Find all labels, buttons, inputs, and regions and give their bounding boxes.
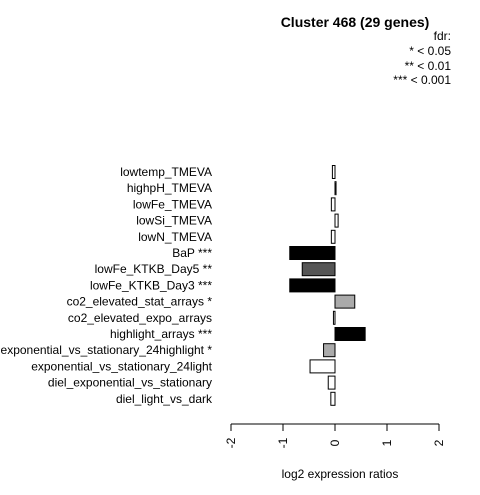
x-tick-label: -1 [276,437,290,448]
bar [330,197,336,212]
bar [330,229,336,244]
category-label: diel_light_vs_dark [116,392,213,406]
x-tick-label: -2 [224,437,238,448]
legend: fdr: * < 0.05 ** < 0.01 *** < 0.001 [393,29,451,87]
bar [332,310,336,325]
bar [289,278,336,293]
legend-entry: ** < 0.01 [405,59,452,73]
legend-entry: *** < 0.001 [393,73,451,87]
category-label: exponential_vs_stationary_24light [31,359,212,373]
legend-title: fdr: [434,29,451,43]
category-label: lowFe_KTKB_Day5 ** [95,262,213,276]
category-label: lowSi_TMEVA [136,214,212,228]
bar [289,246,336,260]
x-tick-label: 1 [380,439,394,446]
bar [309,359,336,374]
x-axis: -2 -1 0 1 2 [224,423,446,448]
category-label: highpH_TMEVA [127,181,212,195]
category-label: lowtemp_TMEVA [120,165,212,179]
category-label: lowN_TMEVA [138,230,212,244]
x-tick-label: 0 [328,439,342,446]
bar [334,327,366,341]
bar [334,213,339,228]
bar [327,375,336,390]
bar [334,181,337,196]
x-tick-label: 2 [432,439,446,446]
category-label: co2_elevated_stat_arrays * [67,295,213,309]
category-label: exponential_vs_stationary_24highlight * [1,343,213,357]
bar [331,165,336,179]
bar [330,391,336,406]
bar [334,294,356,309]
category-label: BaP *** [172,246,212,260]
category-label: co2_elevated_expo_arrays [68,311,212,325]
category-label: highlight_arrays *** [110,327,212,341]
bar [323,343,336,358]
category-labels: lowtemp_TMEVA highpH_TMEVA lowFe_TMEVA lowS… [1,165,213,406]
x-axis-title: log2 expression ratios [282,467,399,481]
bars [289,165,366,406]
bar [301,262,336,277]
category-label: diel_exponential_vs_stationary [48,376,212,390]
category-label: lowFe_KTKB_Day3 *** [90,278,212,292]
chart-title: Cluster 468 (29 genes) [281,14,430,30]
category-label: lowFe_TMEVA [133,197,212,211]
legend-entry: * < 0.05 [409,44,451,58]
